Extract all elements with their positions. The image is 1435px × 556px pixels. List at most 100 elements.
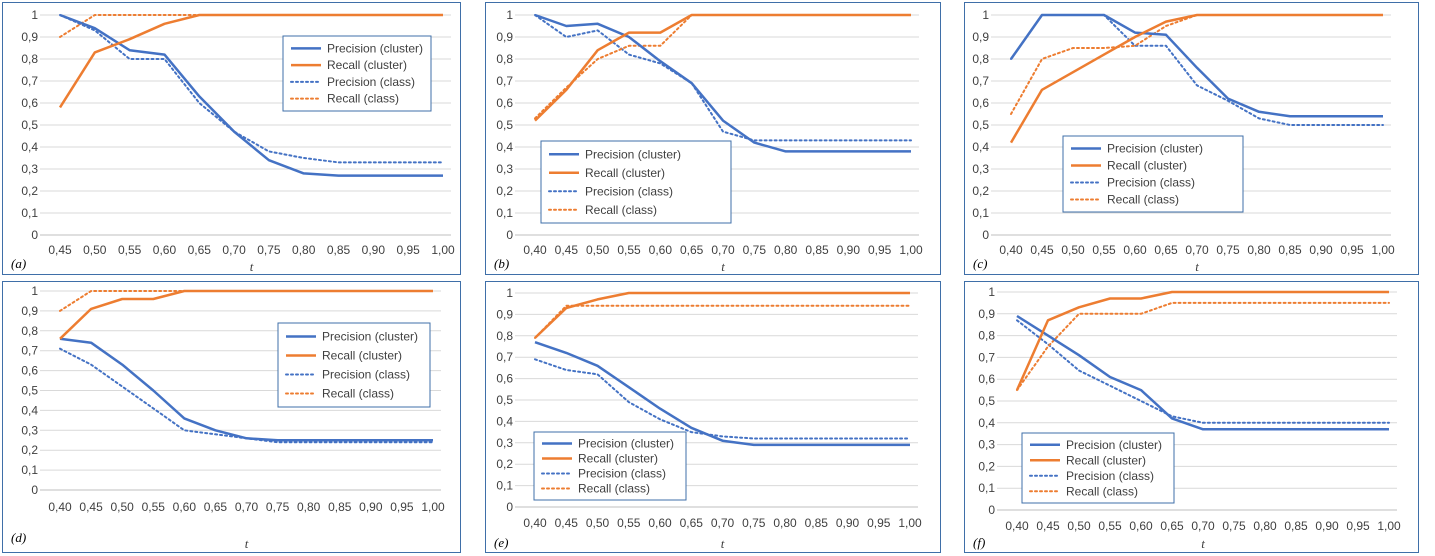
x-tick-label: 0,50: [586, 516, 610, 530]
series-line-recall-cluster: [1009, 13, 1383, 144]
y-tick-label: 0,4: [496, 414, 513, 428]
legend-label: Recall (cluster): [327, 58, 407, 72]
y-tick-label: 0: [31, 483, 38, 497]
x-tick-label: 0,90: [359, 500, 383, 514]
x-tick-label: 0,75: [266, 500, 290, 514]
x-tick-label: 0,80: [1247, 243, 1271, 257]
x-axis-label: t: [1195, 259, 1199, 274]
x-tick-label: 0,40: [48, 500, 72, 514]
x-tick-label: 0,55: [118, 243, 142, 257]
x-tick-label: 1,00: [899, 243, 923, 257]
x-tick-label: 0,75: [257, 243, 281, 257]
y-tick-label: 0,8: [21, 52, 38, 66]
legend-label: Recall (class): [585, 203, 657, 217]
x-tick-label: 0,95: [868, 243, 892, 257]
chart-panel-a: 0 0,1 0,2 0,3 0,4 0,5 0,6 0,7 0,8 0,9 1 0,45 0,50 0,5…: [2, 2, 461, 275]
x-tick-label: 0,60: [648, 516, 672, 530]
y-tick-label: 0,9: [978, 307, 995, 321]
x-tick-label: 0,45: [555, 243, 579, 257]
x-tick-label: 0,65: [680, 516, 704, 530]
y-tick-label: 0,9: [21, 30, 38, 44]
legend-label: Recall (class): [1066, 484, 1138, 498]
y-tick-label: 1: [506, 8, 513, 22]
y-tick-label: 0: [982, 228, 989, 242]
x-tick-label: 0,70: [1185, 243, 1209, 257]
x-tick-label: 0,95: [1346, 519, 1370, 533]
series-line-precision-cluster: [59, 337, 433, 442]
y-tick-label: 0: [988, 503, 995, 517]
y-tick-label: 0,1: [978, 481, 995, 495]
x-tick-label: 0,90: [362, 243, 386, 257]
y-tick-label: 0: [506, 500, 513, 514]
x-tick-label: 0,50: [110, 500, 134, 514]
series-line-precision-cluster: [1009, 13, 1383, 118]
y-tick-label: 0,3: [496, 436, 513, 450]
panel-label: (b): [494, 256, 509, 271]
y-tick-label: 0,2: [496, 184, 513, 198]
y-tick-label: 1: [31, 284, 38, 298]
legend-label: Recall (class): [578, 482, 650, 496]
x-tick-label: 0,55: [142, 500, 166, 514]
x-tick-label: 1,00: [1377, 519, 1401, 533]
chart-panel-b: 0 0,1 0,2 0,3 0,4 0,5 0,6 0,7 0,8 0,9 1 0,40 0,45 0,5…: [485, 2, 941, 275]
y-tick-label: 0,8: [496, 329, 513, 343]
series-line-precision-cluster: [1016, 314, 1389, 431]
chart-svg: 0 0,1 0,2 0,3 0,4 0,5 0,6 0,7 0,8 0,9 1 0,40 0,45 0,5…: [494, 286, 922, 551]
x-tick-label: 0,70: [222, 243, 246, 257]
y-tick-label: 0,5: [21, 384, 38, 398]
x-tick-label: 0,65: [204, 500, 228, 514]
y-tick-label: 0,2: [496, 457, 513, 471]
series-line-precision-cluster: [534, 341, 910, 447]
y-tick-label: 0,8: [21, 324, 38, 338]
x-tick-label: 0,40: [999, 243, 1023, 257]
y-tick-label: 1: [31, 8, 38, 22]
legend-label: Precision (class): [1107, 176, 1195, 190]
x-tick-label: 0,60: [1129, 519, 1153, 533]
x-tick-label: 1,00: [421, 500, 445, 514]
y-tick-label: 0,6: [496, 372, 513, 386]
chart-svg: 0 0,1 0,2 0,3 0,4 0,5 0,6 0,7 0,8 0,9 1 0,40 0,45 0,5…: [973, 285, 1401, 551]
y-tick-label: 0,3: [496, 162, 513, 176]
x-tick-label: 0,40: [523, 243, 547, 257]
y-tick-label: 0,2: [972, 184, 989, 198]
y-tick-label: 0,8: [496, 52, 513, 66]
legend-label: Recall (cluster): [1066, 453, 1146, 467]
x-tick-label: 0,50: [586, 243, 610, 257]
series-line-recall-cluster: [1015, 290, 1389, 391]
x-tick-label: 0,80: [1253, 519, 1277, 533]
legend-label: Precision (cluster): [1066, 438, 1162, 452]
legend-label: Recall (class): [1107, 193, 1179, 207]
legend-label: Recall (cluster): [1107, 159, 1187, 173]
series-line-recall-cluster: [59, 289, 433, 340]
y-tick-label: 0,9: [972, 30, 989, 44]
y-tick-label: 1: [982, 8, 989, 22]
x-tick-label: 0,60: [153, 243, 177, 257]
series-line-recall-class: [1016, 301, 1390, 392]
series-line-recall-class: [534, 304, 911, 339]
x-tick-label: 0,40: [1005, 519, 1029, 533]
x-tick-label: 0,85: [1284, 519, 1308, 533]
y-tick-label: 0,3: [21, 423, 38, 437]
y-tick-label: 0,1: [496, 479, 513, 493]
x-tick-label: 0,95: [390, 500, 414, 514]
y-tick-label: 1: [988, 285, 995, 299]
x-tick-label: 1,00: [431, 243, 455, 257]
y-tick-label: 0,4: [21, 140, 38, 154]
y-tick-label: 0,7: [21, 74, 38, 88]
chart-panel-f: 0 0,1 0,2 0,3 0,4 0,5 0,6 0,7 0,8 0,9 1 0,40 0,45 0,5…: [964, 281, 1419, 553]
y-tick-label: 0,9: [496, 307, 513, 321]
x-axis-label: t: [721, 259, 725, 274]
x-tick-label: 0,85: [805, 516, 829, 530]
panel-label: (a): [11, 256, 26, 271]
y-tick-label: 0,4: [978, 416, 995, 430]
series-line-recall-class: [59, 14, 444, 38]
x-tick-label: 0,90: [837, 243, 861, 257]
y-tick-label: 0: [31, 228, 38, 242]
x-tick-label: 0,95: [867, 516, 891, 530]
x-tick-label: 0,55: [617, 243, 641, 257]
x-axis-label: t: [245, 536, 249, 551]
x-tick-label: 1,00: [1371, 243, 1395, 257]
y-tick-label: 0,5: [972, 118, 989, 132]
x-tick-label: 0,70: [711, 516, 735, 530]
legend-label: Precision (cluster): [585, 147, 681, 161]
